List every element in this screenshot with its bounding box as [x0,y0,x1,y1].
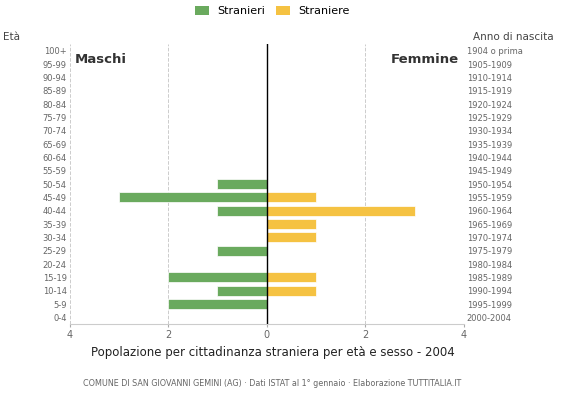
Bar [218,179,267,189]
Bar [218,246,267,256]
Legend: Stranieri, Straniere: Stranieri, Straniere [195,6,350,16]
Bar [267,232,316,242]
Text: Popolazione per cittadinanza straniera per età e sesso - 2004: Popolazione per cittadinanza straniera p… [90,346,455,359]
Bar [218,206,267,216]
Bar [168,272,267,282]
Bar [168,299,267,309]
Text: COMUNE DI SAN GIOVANNI GEMINI (AG) · Dati ISTAT al 1° gennaio · Elaborazione TUT: COMUNE DI SAN GIOVANNI GEMINI (AG) · Dat… [84,379,462,388]
Text: Femmine: Femmine [391,53,459,66]
Bar [267,286,316,296]
Bar [267,219,316,229]
Bar [267,206,415,216]
Text: Età: Età [3,32,20,42]
Bar [267,192,316,202]
Bar [218,286,267,296]
Text: Anno di nascita: Anno di nascita [473,32,553,42]
Bar [119,192,267,202]
Text: Maschi: Maschi [74,53,126,66]
Bar [267,272,316,282]
